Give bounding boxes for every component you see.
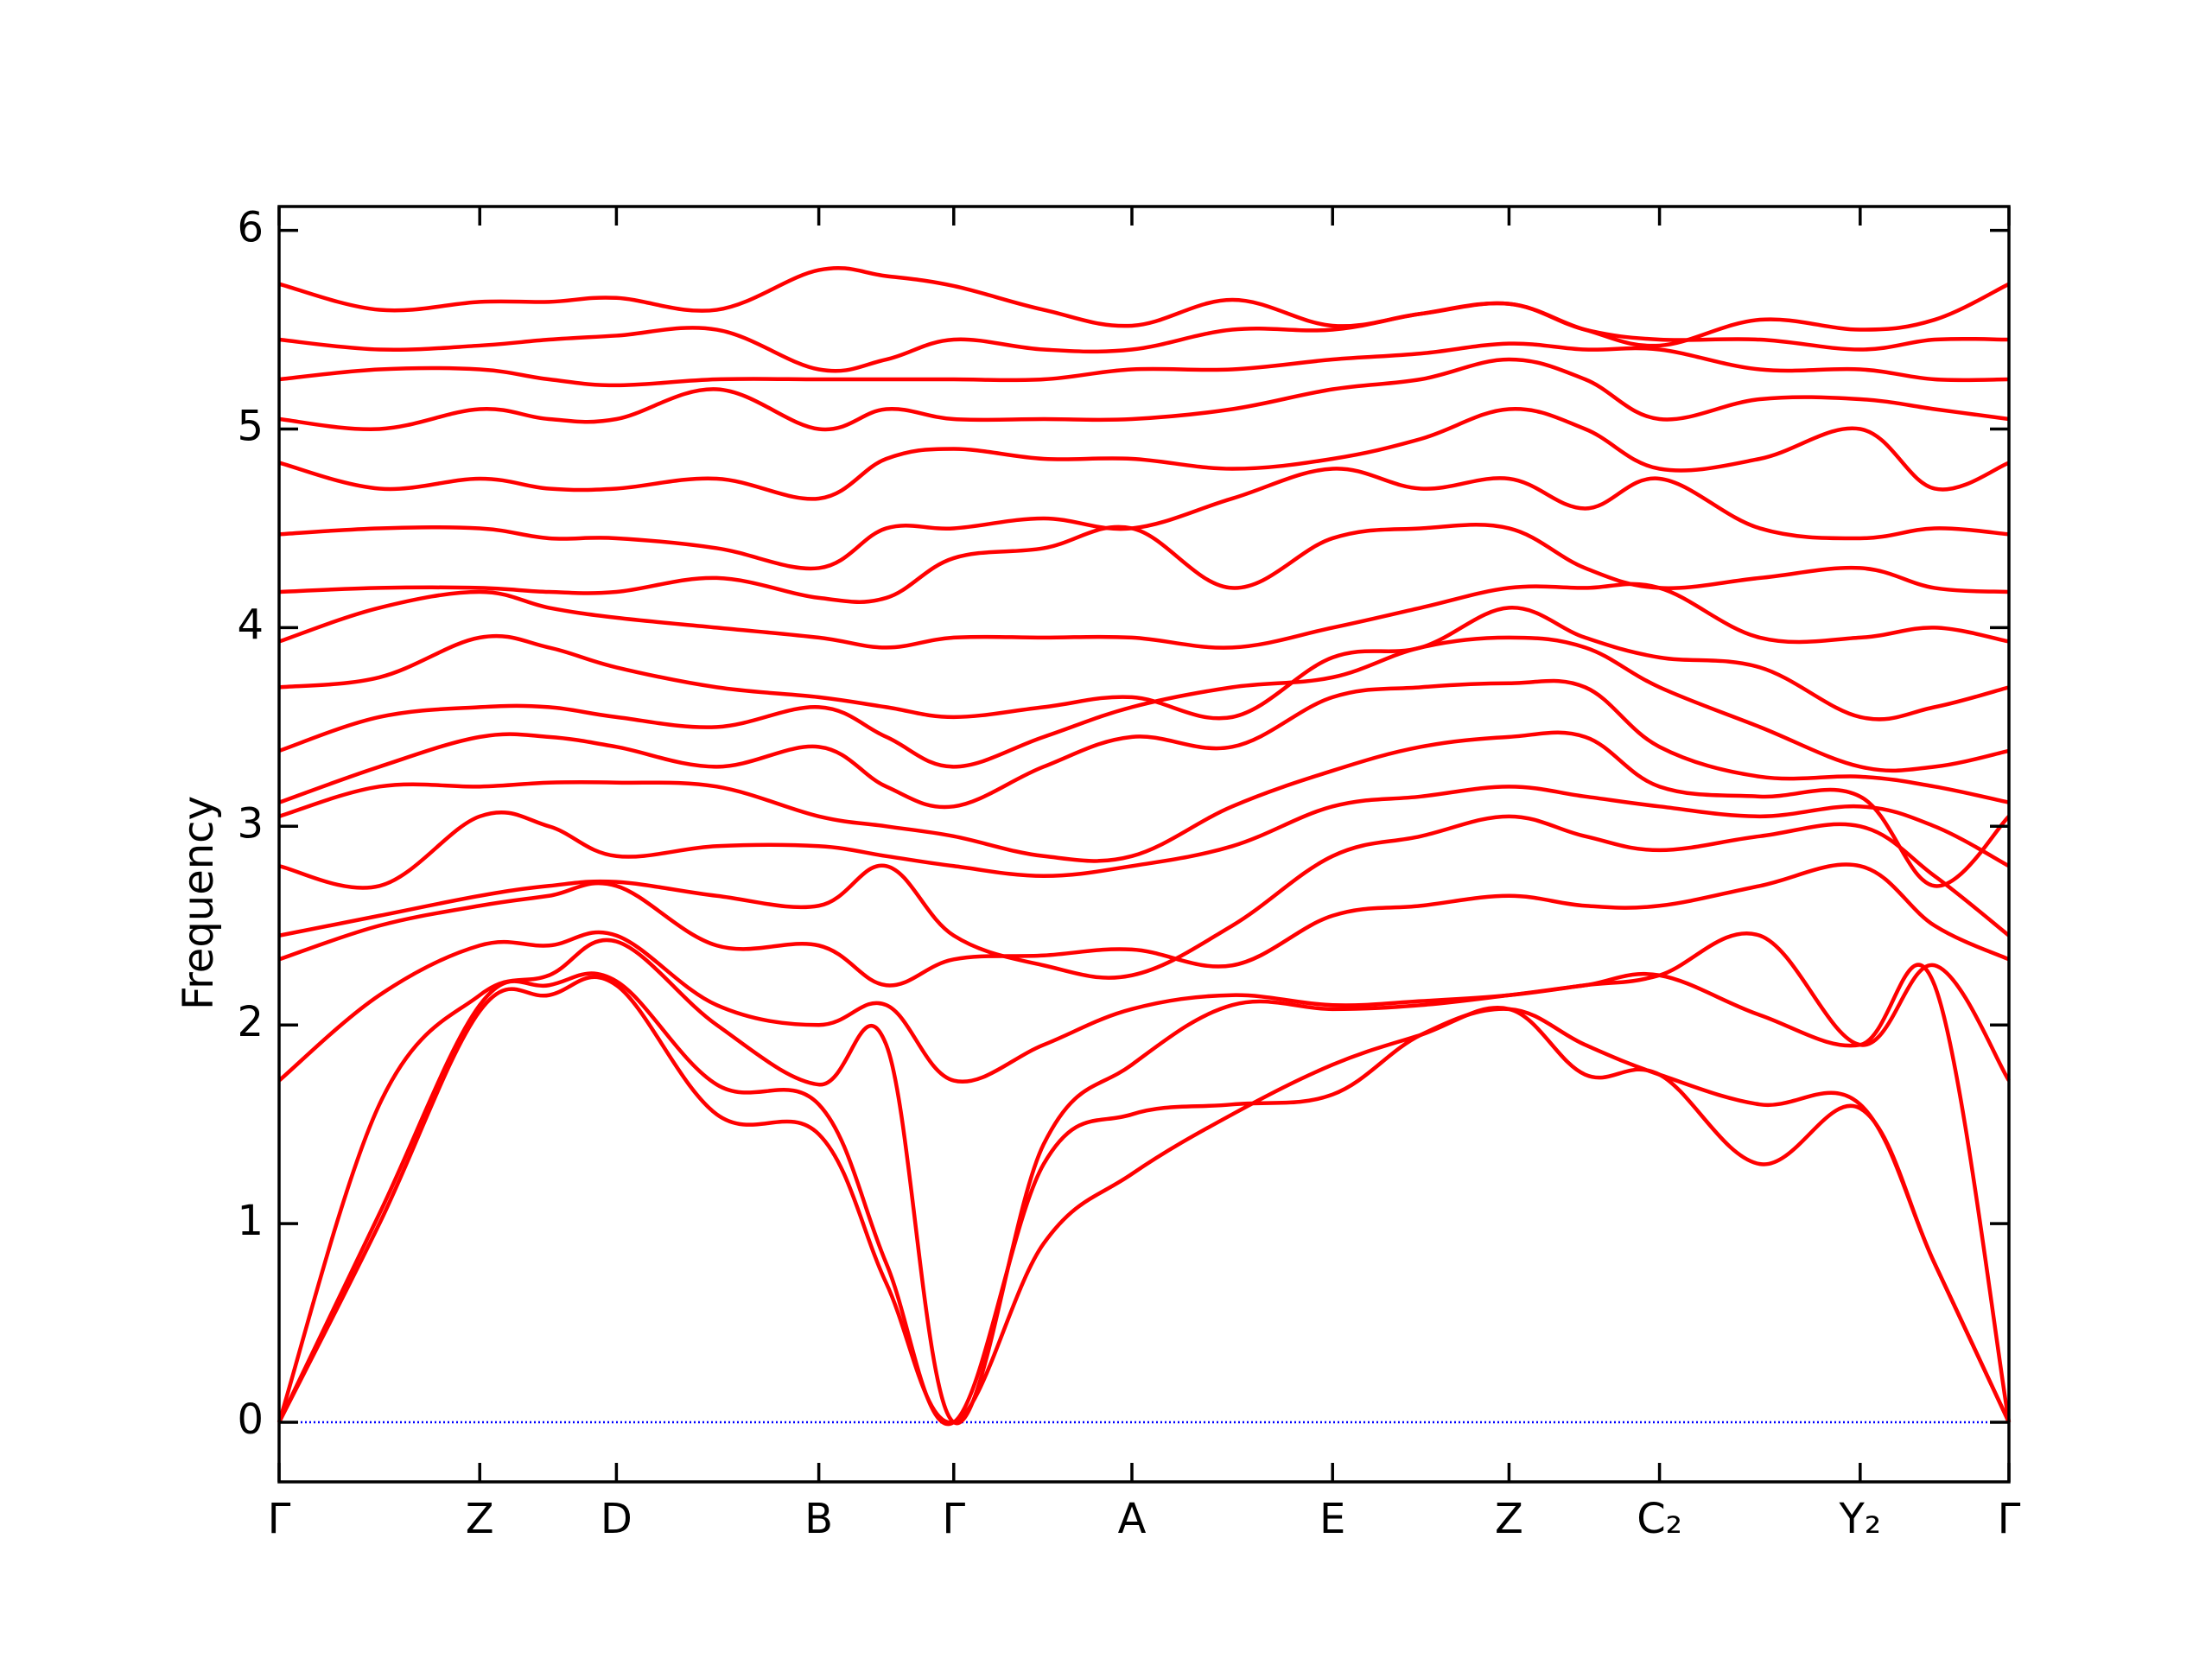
- x-tick-label: E: [1319, 1495, 1345, 1543]
- band-line: [278, 862, 2010, 988]
- y-tick-label: 6: [237, 204, 264, 252]
- x-tick-label: C₂: [1637, 1495, 1682, 1543]
- y-tick-label: 5: [237, 402, 264, 450]
- x-tick-label: Z: [1495, 1495, 1523, 1543]
- band-line: [278, 407, 2010, 501]
- y-axis-label: Frequency: [175, 796, 223, 1010]
- band-line: [276, 938, 2012, 1426]
- y-tick-label: 2: [237, 998, 264, 1046]
- band-line: [278, 266, 2010, 348]
- x-tick-label: Γ: [942, 1495, 965, 1543]
- x-tick-label: D: [601, 1495, 632, 1543]
- plot-frame: [277, 205, 2011, 1484]
- x-tick-label: Y₂: [1839, 1495, 1882, 1543]
- band-line: [278, 814, 2011, 980]
- x-tick-label: Z: [466, 1495, 494, 1543]
- band-line: [278, 357, 2010, 432]
- band-line: [278, 523, 2010, 604]
- band-line: [278, 606, 2010, 721]
- band-line: [278, 582, 2010, 650]
- y-tick-label: 0: [237, 1395, 264, 1444]
- x-tick-label: Γ: [268, 1495, 291, 1543]
- y-tick-label: 3: [237, 799, 264, 848]
- band-line: [278, 635, 2010, 773]
- x-tick-label: B: [804, 1495, 833, 1543]
- band-line: [276, 975, 2012, 1425]
- band-line: [276, 971, 2012, 1427]
- x-tick-label: Γ: [1998, 1495, 2021, 1543]
- y-tick-label: 4: [237, 601, 264, 649]
- band-line: [278, 730, 2011, 888]
- band-line: [278, 301, 2010, 373]
- y-tick-label: 1: [237, 1197, 264, 1245]
- band-line: [278, 678, 2010, 810]
- band-line: [278, 467, 2010, 571]
- band-line: [278, 785, 2011, 890]
- band-line: [278, 341, 2010, 388]
- band-line: [277, 930, 2011, 1084]
- x-tick-label: A: [1118, 1495, 1147, 1543]
